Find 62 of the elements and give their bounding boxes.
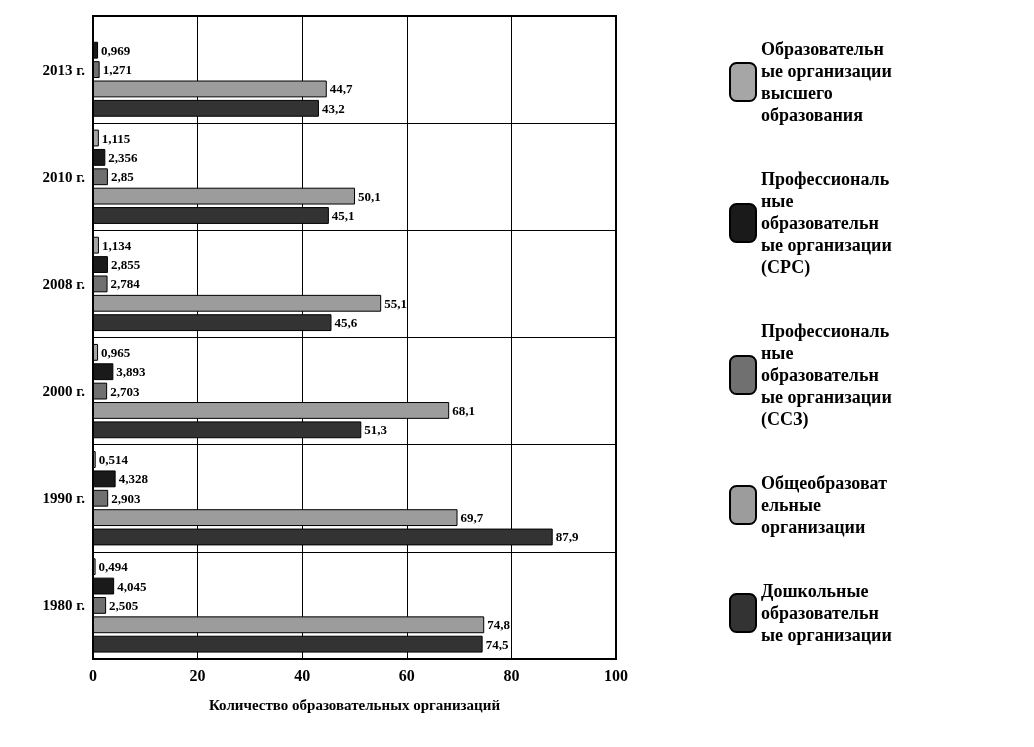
data-label: 2,855	[110, 257, 141, 273]
data-label: 0,494	[98, 559, 129, 575]
data-label: 2,505	[109, 597, 139, 613]
y-tick-label: 2010 г.	[42, 168, 86, 185]
data-label: 45,1	[331, 207, 355, 223]
data-label: 51,3	[364, 422, 388, 438]
data-label: 2,784	[110, 276, 141, 292]
legend-label: Профессиональные образовательные организации (СРС)	[761, 169, 897, 278]
bar	[93, 148, 106, 166]
legend-label: Общеобразовательные организации	[761, 473, 888, 537]
data-label: 87,9	[555, 529, 579, 545]
data-label: 3,893	[116, 364, 147, 380]
x-tick-label: 100	[604, 666, 628, 684]
bar	[93, 168, 108, 186]
y-tick-label: 1980 г.	[42, 597, 86, 614]
bar	[93, 275, 108, 293]
bar	[93, 41, 99, 59]
data-label: 2,903	[111, 490, 141, 506]
x-axis-title: Количество образовательных организаций	[208, 696, 501, 713]
y-tick-label: 1990 г.	[42, 490, 86, 507]
data-label: 68,1	[452, 402, 475, 418]
data-label: 55,1	[384, 295, 407, 311]
data-label: 1,134	[101, 237, 132, 253]
data-label: 4,328	[118, 471, 149, 487]
data-label: 2,703	[110, 383, 140, 399]
data-label: 2,85	[110, 169, 135, 185]
data-label: 44,7	[329, 81, 354, 97]
bar	[93, 382, 108, 400]
bar	[93, 343, 99, 361]
data-label: 74,5	[485, 636, 509, 652]
bar	[93, 236, 99, 254]
bar	[93, 256, 108, 273]
y-tick-label: 2008 г.	[42, 275, 86, 292]
bar	[93, 129, 99, 147]
x-tick-label: 20	[189, 666, 206, 684]
data-label: 0,969	[101, 42, 131, 58]
legend-label: Дошкольные образовательные организации	[761, 581, 892, 645]
data-label: 0,514	[98, 452, 129, 468]
legend-label: Профессиональные образовательные организации (ССЗ)	[761, 321, 897, 430]
y-tick-label: 2000 г.	[42, 383, 86, 400]
data-label: 2,356	[108, 149, 139, 165]
data-label: 0,965	[101, 344, 131, 360]
x-tick-label: 40	[294, 666, 311, 684]
bar	[93, 489, 109, 507]
data-label: 43,2	[321, 100, 345, 116]
bar	[93, 363, 114, 381]
data-label: 50,1	[358, 188, 381, 204]
data-label: 4,045	[117, 578, 147, 594]
x-tick-label: 80	[503, 666, 520, 684]
legend-label: Образовательные организации высшего образования	[761, 39, 897, 125]
data-label: 45,6	[334, 315, 358, 331]
data-label: 1,271	[102, 62, 132, 78]
data-label: 69,7	[460, 510, 484, 526]
bar	[93, 597, 107, 614]
bar	[93, 577, 115, 595]
x-tick-label: 60	[398, 666, 415, 684]
x-tick-label: 0	[89, 666, 97, 684]
bar	[93, 470, 116, 488]
data-label: 74,8	[487, 617, 511, 633]
y-tick-label: 2013 г.	[42, 61, 86, 78]
bar	[93, 61, 100, 78]
data-label: 1,115	[101, 130, 131, 146]
